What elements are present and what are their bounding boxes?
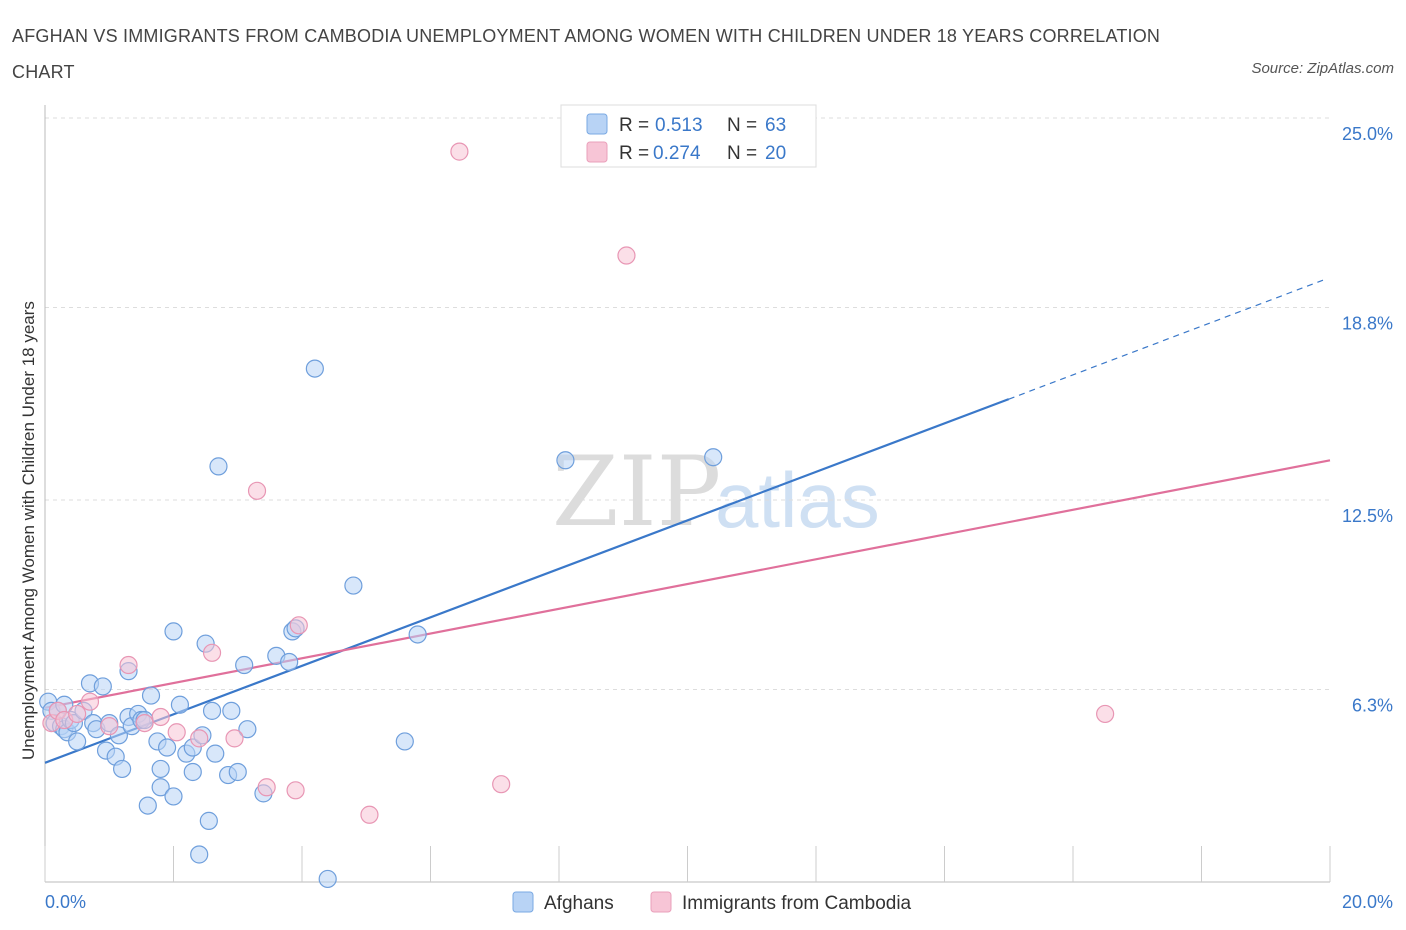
legend-r-value-2: 0.274 <box>653 143 701 164</box>
y-axis-label: Unemployment Among Women with Children U… <box>19 301 38 760</box>
y-tick-labels: 6.3% 12.5% 18.8% 25.0% <box>1342 124 1393 715</box>
point-cambodia-12 <box>225 729 244 748</box>
point-afghans-52 <box>280 652 299 672</box>
point-afghans-29 <box>151 759 170 779</box>
point-cambodia-7 <box>135 713 154 733</box>
bottom-legend-label-afghans: Afghans <box>544 893 614 914</box>
point-afghans-41 <box>199 811 218 830</box>
point-afghans-55 <box>305 359 324 378</box>
point-afghans-31 <box>157 738 177 757</box>
point-cambodia-4 <box>80 692 100 711</box>
point-cambodia-3 <box>68 704 87 724</box>
point-afghans-30 <box>151 778 170 797</box>
point-cambodia-8 <box>151 707 170 727</box>
stats-legend: R = 0.513 N = 63 R = 0.274 N = 20 <box>560 104 817 168</box>
bottom-legend-swatch-afghans <box>512 891 534 913</box>
point-cambodia-18 <box>450 142 469 161</box>
point-afghans-34 <box>170 695 190 714</box>
y-tick-label-0: 6.3% <box>1352 695 1393 715</box>
legend-n-value-1: 63 <box>765 115 786 136</box>
y-tick-label-3: 25.0% <box>1342 124 1393 144</box>
x-tick-label-min: 0.0% <box>45 892 86 912</box>
point-afghans-57 <box>344 576 363 595</box>
point-afghans-37 <box>183 762 202 782</box>
watermark-zip: ZIP <box>552 436 721 548</box>
legend-n-value-2: 20 <box>765 143 786 164</box>
point-cambodia-10 <box>190 729 209 748</box>
bottom-legend-label-cambodia: Immigrants from Cambodia <box>682 893 912 914</box>
legend-r-value-1: 0.513 <box>655 115 703 136</box>
point-afghans-58 <box>395 732 414 751</box>
point-afghans-49 <box>238 720 257 739</box>
point-cambodia-15 <box>286 781 305 800</box>
point-cambodia-19 <box>492 775 511 794</box>
point-afghans-59 <box>408 625 427 644</box>
point-cambodia-6 <box>119 655 138 675</box>
point-cambodia-11 <box>202 643 222 662</box>
bottom-legend-swatch-cambodia <box>650 891 672 913</box>
point-cambodia-5 <box>100 717 119 736</box>
y-tick-label-1: 12.5% <box>1342 506 1393 526</box>
point-afghans-44 <box>209 457 228 476</box>
point-afghans-26 <box>138 796 157 815</box>
point-cambodia-13 <box>247 481 267 500</box>
source-credit: Source: ZipAtlas.com <box>1251 60 1394 77</box>
legend-swatch-afghans <box>586 113 608 135</box>
point-afghans-46 <box>222 701 241 720</box>
point-afghans-47 <box>228 762 247 782</box>
point-afghans-43 <box>206 744 225 763</box>
legend-n-label-1: N = <box>727 115 757 136</box>
trend-line-afghans <box>44 398 1010 764</box>
point-cambodia-16 <box>289 616 308 635</box>
point-afghans-19 <box>112 759 132 779</box>
point-afghans-27 <box>141 686 161 705</box>
legend-n-label-2: N = <box>727 143 757 164</box>
point-afghans-48 <box>235 655 254 675</box>
y-tick-label-2: 18.8% <box>1342 313 1393 333</box>
point-afghans-33 <box>164 622 183 641</box>
series-legend: Afghans Immigrants from Cambodia <box>512 891 912 914</box>
point-afghans-42 <box>202 701 222 720</box>
trend-lines <box>44 279 1331 764</box>
data-points <box>39 142 1115 889</box>
point-afghans-61 <box>704 448 723 467</box>
point-afghans-32 <box>164 787 183 806</box>
point-afghans-14 <box>93 677 112 696</box>
point-afghans-9 <box>68 732 87 751</box>
chart-title: AFGHAN VS IMMIGRANTS FROM CAMBODIA UNEMP… <box>12 26 1161 82</box>
point-cambodia-17 <box>360 805 379 824</box>
trend-line-afghans-extension <box>1008 279 1324 400</box>
legend-r-label-1: R = <box>619 115 649 136</box>
axes <box>44 105 1331 883</box>
x-tick-label-max: 20.0% <box>1342 892 1393 912</box>
legend-swatch-cambodia <box>586 141 608 163</box>
grid-lines <box>45 117 1330 690</box>
point-afghans-60 <box>556 451 575 470</box>
point-afghans-38 <box>190 845 209 864</box>
point-cambodia-9 <box>167 723 186 742</box>
point-cambodia-20 <box>617 246 636 265</box>
point-cambodia-14 <box>257 778 276 797</box>
legend-r-label-2: R = <box>619 143 649 164</box>
point-cambodia-21 <box>1096 704 1115 724</box>
trend-line-cambodia <box>44 459 1331 709</box>
point-afghans-56 <box>318 869 337 889</box>
